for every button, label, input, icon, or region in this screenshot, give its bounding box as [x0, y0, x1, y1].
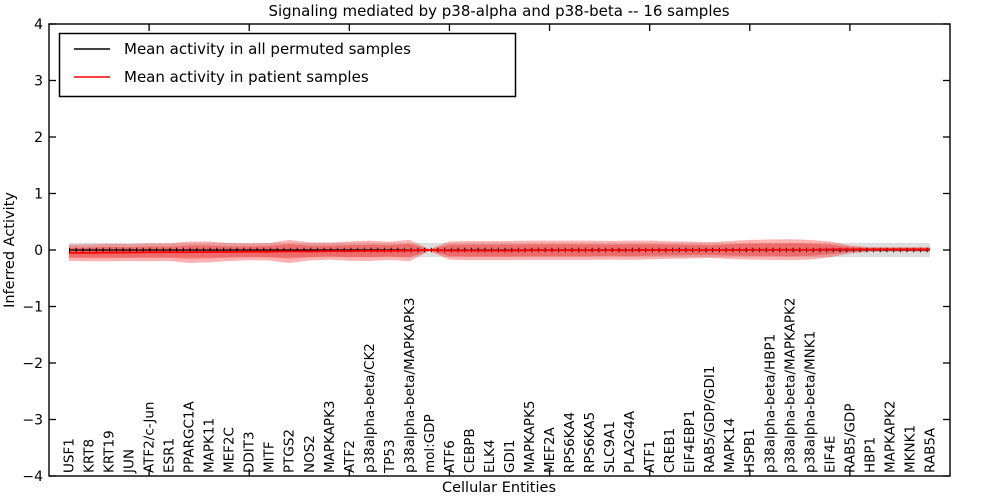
x-tick-label: RAB5A	[922, 427, 938, 473]
x-tick-label: TP53	[382, 439, 398, 474]
x-tick-label: MAPK14	[722, 418, 738, 473]
x-tick-label: MEF2A	[542, 426, 558, 473]
x-tick-label: PLA2G4A	[622, 410, 638, 473]
x-tick-label: MITF	[262, 441, 278, 473]
x-tick-label: p38alpha-beta/MAPKAPK3	[402, 298, 418, 474]
x-tick-label: RPS6KA5	[582, 412, 598, 473]
y-tick-label: −4	[22, 469, 43, 485]
x-tick-label: EIF4EBP1	[682, 410, 698, 473]
x-tick-label: CEBPB	[462, 428, 478, 473]
x-tick-label: GDI1	[502, 440, 518, 473]
x-tick-label: NOS2	[302, 435, 318, 473]
x-tick-label: SLC9A1	[602, 421, 618, 473]
x-tick-label: p38alpha-beta/CK2	[362, 343, 378, 473]
chart-title: Signaling mediated by p38-alpha and p38-…	[268, 2, 729, 20]
x-axis-label: Cellular Entities	[442, 480, 556, 496]
x-tick-labels: USF1 KRT8 KRT19 JUN ATF2/c-Jun ESR1 PPARGC1A MA…	[61, 298, 938, 475]
x-tick-label: MAPK11	[202, 418, 218, 473]
x-tick-label: MEF2C	[222, 427, 238, 473]
x-tick-label: PPARGC1A	[182, 400, 198, 473]
x-tick-label: KRT8	[81, 439, 97, 473]
x-tick-label: ATF2	[342, 440, 358, 473]
x-tick-label: p38alpha-beta/HBP1	[762, 334, 778, 473]
legend-label-permuted: Mean activity in all permuted samples	[124, 40, 411, 58]
x-tick-label: EIF4E	[822, 436, 838, 473]
patient-mean-line	[69, 248, 930, 254]
x-tick-label: RAB5/GDP	[842, 404, 858, 473]
y-tick-label: 1	[34, 187, 43, 203]
x-tick-label: MAPKAPK3	[322, 401, 338, 473]
x-tick-label: JUN	[122, 449, 138, 474]
x-tick-label: KRT19	[102, 430, 118, 473]
x-tick-label: DDIT3	[242, 431, 258, 473]
x-tick-label: MKNK1	[902, 425, 918, 473]
y-tick-label: −1	[22, 300, 43, 316]
y-tick-label: 0	[34, 243, 43, 259]
axis-ticks	[49, 23, 950, 477]
x-tick-label: MAPKAPK5	[522, 401, 538, 473]
x-tick-label: mol:GDP	[422, 414, 438, 473]
x-tick-label: ATF6	[442, 440, 458, 473]
y-tick-label: −2	[22, 356, 43, 372]
y-tick-label: −3	[22, 413, 43, 429]
y-tick-label: 3	[34, 74, 43, 90]
x-tick-label: ESR1	[162, 438, 178, 473]
x-tick-label: HSPB1	[742, 428, 758, 473]
x-tick-label: USF1	[61, 438, 77, 473]
mean-lines	[69, 247, 930, 254]
x-tick-label: p38alpha-beta/MAPKAPK2	[782, 298, 798, 474]
x-tick-label: HBP1	[862, 437, 878, 473]
y-tick-label: 4	[34, 17, 43, 33]
y-axis-label: Inferred Activity	[2, 192, 18, 308]
x-tick-label: ELK4	[482, 440, 498, 474]
x-tick-label: PTGS2	[282, 429, 298, 473]
y-tick-labels: 4 3 2 1 0 −1 −2 −3 −4	[22, 17, 43, 485]
legend-label-patient: Mean activity in patient samples	[124, 68, 369, 86]
x-tick-label: ATF1	[642, 440, 658, 473]
legend-box	[58, 32, 517, 98]
x-tick-label: p38alpha-beta/MNK1	[802, 331, 818, 473]
legend: Mean activity in all permuted samples Me…	[58, 32, 517, 98]
x-tick-label: CREB1	[662, 428, 678, 473]
x-tick-label: RPS6KA4	[562, 412, 578, 473]
x-tick-label: ATF2/c-Jun	[142, 402, 158, 473]
y-tick-label: 2	[34, 130, 43, 146]
x-tick-label: RAB5/GDP/GDI1	[702, 366, 718, 473]
x-tick-label: MAPKAPK2	[882, 401, 898, 473]
